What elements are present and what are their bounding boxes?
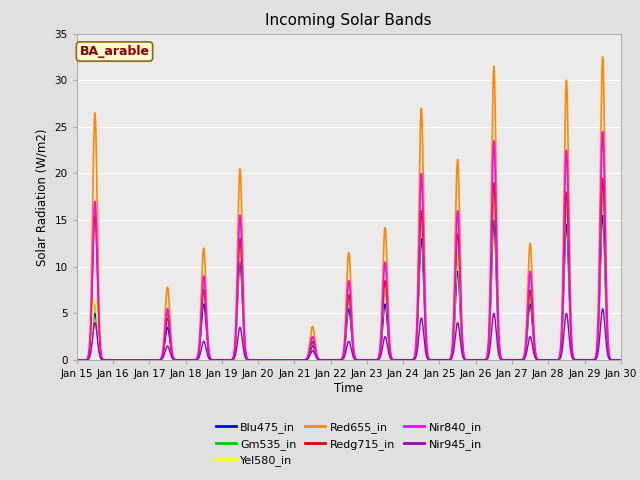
Gm535_in [330,357,338,363]
Red655_in [594,315,602,321]
Blu475_in [258,357,266,363]
Yel580_in [330,357,338,363]
Line: Nir840_in: Nir840_in [77,132,621,360]
Nir945_in [588,357,595,363]
Blu475_in [617,357,625,363]
Gm535_in [273,357,280,363]
Nir840_in [330,357,338,363]
Blu475_in [594,337,602,343]
Nir945_in [599,306,607,312]
Redg715_in [594,332,602,338]
Yel580_in [486,318,493,324]
Title: Incoming Solar Bands: Incoming Solar Bands [266,13,432,28]
Redg715_in [258,357,266,363]
Nir945_in [486,346,493,352]
Blu475_in [73,357,81,363]
Gm535_in [594,334,602,340]
Yel580_in [588,357,595,363]
Blu475_in [588,357,595,363]
Yel580_in [594,333,602,339]
Redg715_in [486,316,493,322]
Line: Red655_in: Red655_in [77,57,621,360]
Yel580_in [258,357,266,363]
Red655_in [470,357,478,363]
Blu475_in [599,213,607,218]
Gm535_in [258,357,266,363]
Nir945_in [470,357,478,363]
Nir840_in [617,357,625,363]
Redg715_in [73,357,81,363]
Yel580_in [599,185,607,191]
Text: BA_arable: BA_arable [79,45,150,58]
Blu475_in [470,357,478,363]
Nir840_in [273,357,280,363]
Red655_in [258,357,266,363]
Nir840_in [594,325,602,331]
Gm535_in [588,357,595,363]
Nir840_in [588,357,595,363]
Line: Nir945_in: Nir945_in [77,309,621,360]
Nir945_in [73,357,81,363]
Nir945_in [273,357,280,363]
Gm535_in [617,357,625,363]
Nir945_in [617,357,625,363]
Red655_in [486,288,493,294]
Line: Blu475_in: Blu475_in [77,216,621,360]
Yel580_in [273,357,280,363]
Red655_in [273,357,280,363]
Yel580_in [73,357,81,363]
Blu475_in [486,324,493,330]
Nir945_in [330,357,338,363]
Line: Yel580_in: Yel580_in [77,188,621,360]
Nir840_in [73,357,81,363]
Nir945_in [258,357,266,363]
Line: Gm535_in: Gm535_in [77,192,621,360]
Redg715_in [330,357,338,363]
Gm535_in [470,357,478,363]
Nir945_in [594,350,602,356]
Redg715_in [588,357,595,363]
Red655_in [617,357,625,363]
Red655_in [330,357,338,363]
Y-axis label: Solar Radiation (W/m2): Solar Radiation (W/m2) [36,128,49,265]
Yel580_in [617,357,625,363]
Nir840_in [258,357,266,363]
Nir840_in [470,357,478,363]
Nir840_in [599,129,607,134]
X-axis label: Time: Time [334,382,364,395]
Blu475_in [273,357,280,363]
Nir840_in [486,306,493,312]
Red655_in [73,357,81,363]
Redg715_in [599,175,607,181]
Redg715_in [470,357,478,363]
Line: Redg715_in: Redg715_in [77,178,621,360]
Legend: Blu475_in, Gm535_in, Yel580_in, Red655_in, Redg715_in, Nir840_in, Nir945_in: Blu475_in, Gm535_in, Yel580_in, Red655_i… [211,418,486,470]
Blu475_in [330,357,338,363]
Red655_in [588,357,595,363]
Gm535_in [599,189,607,195]
Redg715_in [617,357,625,363]
Gm535_in [486,319,493,325]
Yel580_in [470,357,478,363]
Gm535_in [73,357,81,363]
Redg715_in [273,357,280,363]
Red655_in [599,54,607,60]
